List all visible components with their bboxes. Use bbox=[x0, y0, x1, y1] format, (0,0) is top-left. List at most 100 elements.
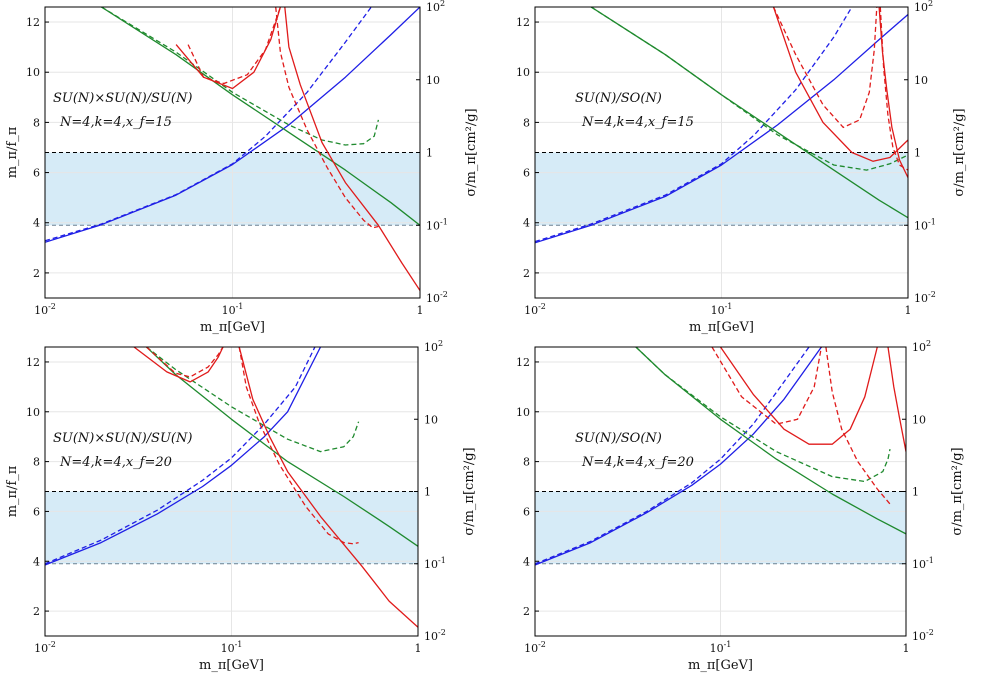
series-line-green-solid-3 bbox=[635, 347, 906, 535]
y2-tick-label: 10-1 bbox=[424, 556, 446, 571]
x-axis-label: m_π[GeV] bbox=[689, 320, 754, 335]
y2-axis-label: σ/m_π[cm²/g] bbox=[462, 447, 477, 535]
x-tick-label: 1 bbox=[417, 304, 424, 317]
y-tick-label: 4 bbox=[33, 555, 40, 568]
y2-tick-label: 10-2 bbox=[424, 628, 446, 643]
series-line-red-solid-6 bbox=[878, 7, 908, 178]
series-line-red-dashed-7 bbox=[146, 347, 224, 378]
annotation-line-2: N=4,k=4,x_f=20 bbox=[59, 455, 172, 470]
y-tick-label: 2 bbox=[523, 605, 530, 618]
series-line-red-solid-5 bbox=[175, 7, 282, 90]
y-tick-label: 6 bbox=[523, 167, 530, 180]
series-line-red-dashed-8 bbox=[825, 347, 891, 505]
y2-tick-label: 10 bbox=[914, 74, 928, 87]
x-axis-label: m_π[GeV] bbox=[200, 320, 265, 335]
y2-tick-label: 10 bbox=[424, 413, 438, 426]
annotation-line-2: N=4,k=4,x_f=15 bbox=[59, 115, 172, 130]
y2-tick-label: 10 bbox=[912, 413, 926, 426]
series-line-blue-solid-1 bbox=[45, 347, 322, 566]
y2-tick-label: 102 bbox=[426, 0, 445, 14]
chart-panel-1: 10-2 10-1 12468101210-210-1110102m_π[GeV]m… bbox=[5, 0, 479, 335]
x-tick-label: 10-2 bbox=[524, 302, 546, 317]
y2-tick-label: 10 bbox=[426, 74, 440, 87]
series-line-red-solid-5 bbox=[719, 347, 878, 445]
chart-panel-4: 10-2 10-1 12468101210-210-1110102m_π[GeV]σ… bbox=[516, 339, 965, 673]
y-tick-label: 4 bbox=[33, 217, 40, 230]
y-tick-label: 12 bbox=[26, 16, 40, 29]
x-tick-label: 10-1 bbox=[221, 640, 243, 655]
y-tick-label: 8 bbox=[33, 456, 40, 469]
y2-tick-label: 10-2 bbox=[912, 628, 934, 643]
series-line-red-dashed-7 bbox=[187, 7, 282, 85]
series-line-green-dashed-4 bbox=[590, 7, 908, 171]
x-axis-label: m_π[GeV] bbox=[199, 658, 264, 673]
series-line-red-solid-6 bbox=[238, 347, 418, 628]
y-axis-label: m_π/f_π bbox=[5, 465, 20, 517]
x-tick-label: 10-1 bbox=[711, 302, 733, 317]
series-line-red-solid-6 bbox=[887, 347, 906, 452]
y-tick-label: 6 bbox=[33, 167, 40, 180]
y-tick-label: 2 bbox=[523, 267, 530, 280]
annotation-line-2: N=4,k=4,x_f=20 bbox=[581, 455, 694, 470]
chart-panel-3: 10-2 10-1 12468101210-210-1110102m_π[GeV]m… bbox=[5, 339, 477, 673]
y-tick-label: 12 bbox=[516, 356, 530, 369]
y2-tick-label: 10-1 bbox=[914, 217, 936, 232]
series-line-blue-solid-1 bbox=[535, 14, 908, 244]
x-tick-label: 1 bbox=[905, 304, 912, 317]
y2-tick-label: 10-2 bbox=[914, 290, 936, 305]
y2-tick-label: 102 bbox=[424, 339, 443, 354]
annotation-line-1: SU(N)×SU(N)/SU(N) bbox=[53, 431, 192, 446]
series-line-red-solid-5 bbox=[772, 7, 908, 162]
series-line-green-dashed-4 bbox=[146, 347, 360, 453]
x-axis-label: m_π[GeV] bbox=[688, 658, 753, 673]
y-tick-label: 2 bbox=[33, 267, 40, 280]
x-tick-label: 10-2 bbox=[34, 302, 56, 317]
annotation-line-2: N=4,k=4,x_f=15 bbox=[581, 115, 694, 130]
series-line-red-dashed-8 bbox=[879, 7, 908, 171]
series-line-blue-solid-1 bbox=[535, 347, 822, 566]
annotation-line-1: SU(N)/SO(N) bbox=[575, 91, 662, 106]
x-tick-label: 10-2 bbox=[524, 640, 546, 655]
chart-panel-2: 10-2 10-1 12468101210-210-1110102m_π[GeV]σ… bbox=[516, 0, 967, 335]
series-line-green-dashed-4 bbox=[635, 347, 891, 483]
series-line-blue-dashed-2 bbox=[45, 7, 372, 242]
series-line-red-dashed-8 bbox=[275, 7, 379, 229]
series-line-red-dashed-7 bbox=[711, 347, 823, 425]
y-tick-label: 6 bbox=[33, 505, 40, 518]
y2-axis-label: σ/m_π[cm²/g] bbox=[952, 108, 967, 196]
series-line-red-solid-5 bbox=[133, 347, 224, 383]
y2-axis-label: σ/m_π[cm²/g] bbox=[950, 447, 965, 535]
y-tick-label: 10 bbox=[26, 66, 40, 79]
y2-tick-label: 102 bbox=[912, 339, 931, 354]
x-tick-label: 1 bbox=[415, 642, 422, 655]
series-line-red-dashed-7 bbox=[772, 7, 878, 129]
series-line-blue-dashed-2 bbox=[535, 7, 853, 243]
x-tick-label: 10-2 bbox=[34, 640, 56, 655]
y-tick-label: 4 bbox=[523, 555, 530, 568]
series-line-red-dashed-8 bbox=[238, 347, 359, 545]
y2-tick-label: 1 bbox=[426, 147, 433, 160]
y2-tick-label: 1 bbox=[912, 486, 919, 499]
annotation-line-1: SU(N)/SO(N) bbox=[575, 431, 662, 446]
y-tick-label: 10 bbox=[26, 406, 40, 419]
series-line-green-dashed-4 bbox=[101, 7, 380, 146]
y-tick-label: 12 bbox=[26, 356, 40, 369]
series-line-green-solid-3 bbox=[101, 7, 420, 226]
y-tick-label: 8 bbox=[523, 456, 530, 469]
y2-tick-label: 10-1 bbox=[912, 556, 934, 571]
series-line-green-solid-3 bbox=[146, 347, 418, 547]
x-tick-label: 10-1 bbox=[710, 640, 732, 655]
y2-axis-label: σ/m_π[cm²/g] bbox=[464, 108, 479, 196]
series-line-blue-solid-1 bbox=[45, 7, 420, 243]
x-tick-label: 10-1 bbox=[222, 302, 244, 317]
y-tick-label: 10 bbox=[516, 66, 530, 79]
y-tick-label: 8 bbox=[523, 116, 530, 129]
y-tick-label: 8 bbox=[33, 116, 40, 129]
y2-tick-label: 10-2 bbox=[426, 290, 448, 305]
annotation-line-1: SU(N)×SU(N)/SU(N) bbox=[53, 91, 192, 106]
series-line-red-solid-6 bbox=[284, 7, 420, 291]
x-tick-label: 1 bbox=[903, 642, 910, 655]
y-tick-label: 10 bbox=[516, 406, 530, 419]
y-axis-label: m_π/f_π bbox=[5, 126, 20, 178]
